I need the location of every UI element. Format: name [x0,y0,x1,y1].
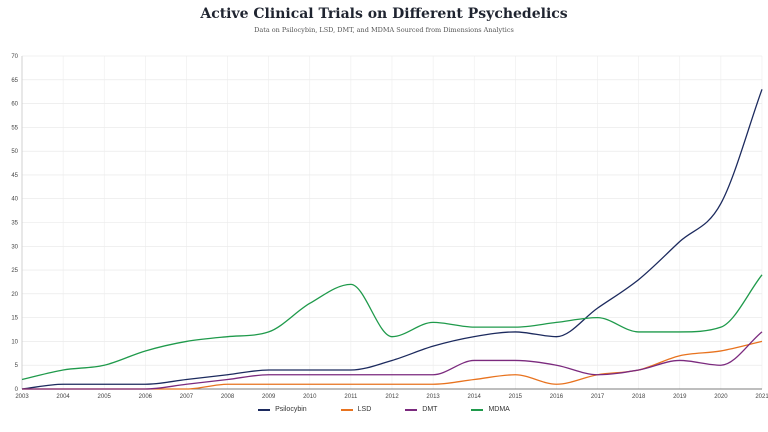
x-tick-label: 2008 [221,394,235,400]
y-tick-label: 40 [11,197,18,203]
legend-label: MDMA [488,406,510,413]
series-line-dmt [22,331,763,390]
legend: Psilocybin LSD DMT MDMA [0,406,768,413]
chart-title: Active Clinical Trials on Different Psyc… [200,6,568,22]
x-tick-label: 2004 [56,394,70,400]
tick-labels: 0 5 10 15 20 25 30 35 40 45 50 55 60 65 70 2003 2004 2005… [11,54,768,400]
x-tick-label: 2020 [714,394,728,400]
x-tick-label: 2003 [15,394,29,400]
x-tick-label: 2006 [139,394,153,400]
x-tick-label: 2012 [385,394,399,400]
x-tick-label: 2018 [632,394,646,400]
legend-item-lsd[interactable]: LSD [340,406,372,413]
y-tick-label: 60 [11,102,18,108]
y-tick-label: 65 [11,78,18,84]
x-tick-label: 2011 [344,394,358,400]
legend-item-dmt[interactable]: DMT [405,406,437,413]
legend-swatch [405,408,418,411]
legend-swatch [340,408,353,411]
x-tick-label: 2010 [303,394,317,400]
y-tick-label: 55 [11,125,18,131]
legend-label: DMT [422,406,438,413]
y-tick-label: 5 [15,363,19,369]
series-line-mdma [21,274,763,381]
y-tick-label: 0 [15,387,19,393]
y-tick-label: 25 [11,268,18,274]
x-tick-label: 2013 [426,394,440,400]
series-lines [21,89,763,390]
x-tick-label: 2007 [180,394,194,400]
legend-swatch [258,408,271,411]
x-tick-label: 2016 [550,394,564,400]
y-tick-label: 45 [11,173,18,179]
series-line-psilocybin [21,89,763,390]
grid-lines [21,55,763,390]
y-tick-label: 20 [11,292,18,298]
y-tick-label: 70 [11,54,18,60]
x-tick-label: 2005 [98,394,112,400]
y-tick-label: 50 [11,149,18,155]
x-tick-label: 2021 [755,394,768,400]
legend-item-mdma[interactable]: MDMA [471,406,510,413]
x-tick-label: 2017 [591,394,605,400]
x-tick-label: 2015 [509,394,523,400]
legend-swatch [471,408,484,411]
chart-subtitle: Data on Psilocybin, LSD, DMT, and MDMA S… [254,26,514,34]
y-tick-label: 10 [11,339,18,345]
y-tick-label: 30 [11,244,18,250]
legend-item-psilocybin[interactable]: Psilocybin [258,406,307,413]
x-tick-label: 2009 [262,394,276,400]
x-tick-label: 2019 [673,394,687,400]
y-tick-label: 15 [11,316,18,322]
x-tick-label: 2014 [468,394,482,400]
legend-label: LSD [357,406,372,413]
legend-label: Psilocybin [275,406,307,413]
y-tick-label: 35 [11,221,18,227]
